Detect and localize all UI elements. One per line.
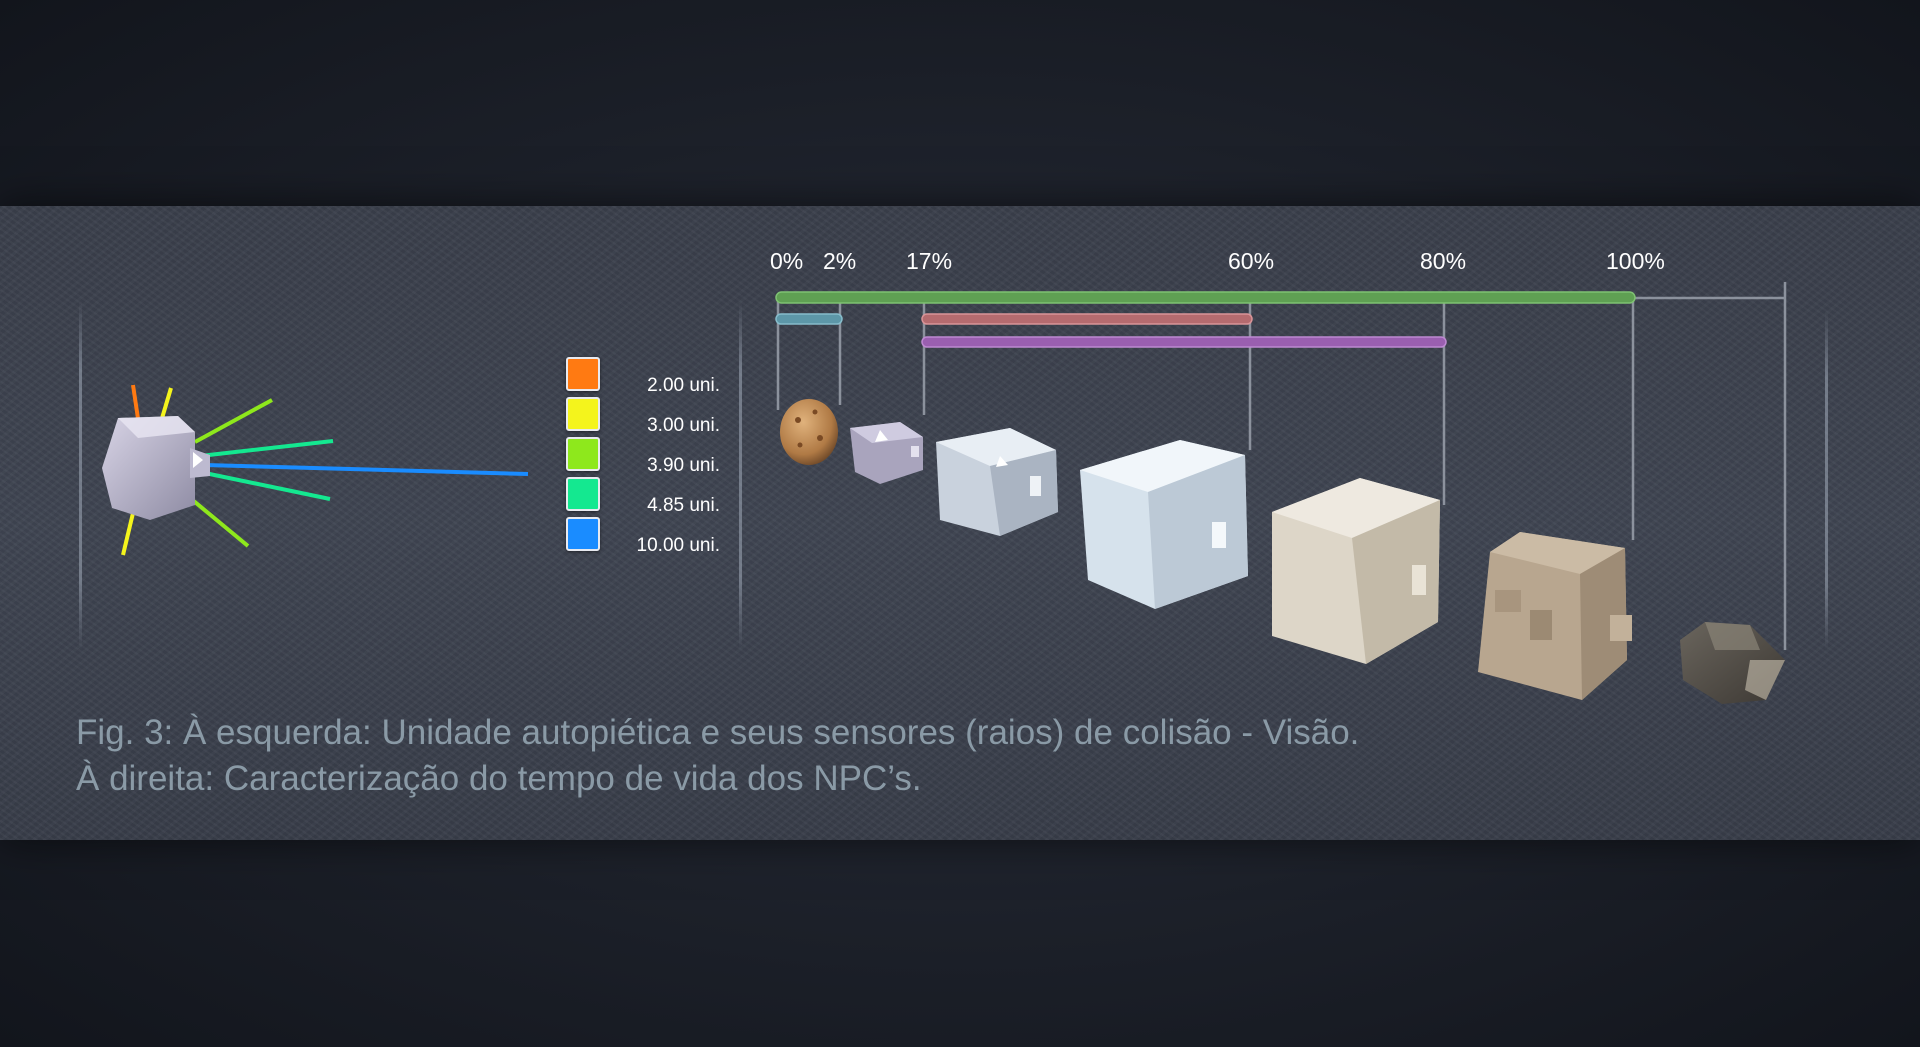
sensor-ray-lime-top: [194, 398, 273, 444]
legend-item-orange: 2.00 uni.: [566, 357, 726, 397]
npc-elder: [1478, 532, 1632, 700]
legend-item-yellow: 3.00 uni.: [566, 397, 726, 437]
tick-label-80: 80%: [1420, 248, 1467, 274]
lifetime-bars: [775, 291, 1636, 348]
legend-label-blue: 10.00 uni.: [636, 535, 720, 556]
right-divider: [1825, 310, 1828, 650]
lifetime-bar-adult: [921, 336, 1447, 348]
npc-adult: [1080, 440, 1248, 609]
left-divider: [79, 300, 82, 650]
middle-divider: [739, 300, 742, 650]
caption-line-2: À direita: Caracterização do tempo de vi…: [76, 759, 922, 798]
npc-egg: [780, 399, 838, 465]
legend-label-green: 4.85 uni.: [647, 495, 720, 516]
lifetime-bar-full: [775, 291, 1636, 304]
figure-caption: Fig. 3: À esquerda: Unidade autopiética …: [76, 710, 1359, 802]
legend-label-orange: 2.00 uni.: [647, 375, 720, 396]
tick-label-17: 17%: [906, 248, 953, 274]
npc-dead-rock: [1680, 622, 1785, 704]
legend-swatch-lime: [566, 437, 600, 471]
legend-swatch-yellow: [566, 397, 600, 431]
tick-label-100: 100%: [1606, 248, 1665, 274]
lifetime-bar-egg: [775, 313, 843, 325]
autopoietic-unit: [102, 416, 210, 520]
sensor-ray-blue: [204, 463, 529, 476]
legend-swatch-green: [566, 477, 600, 511]
legend-item-blue: 10.00 uni.: [566, 517, 726, 557]
sensor-ray-green-bottom: [199, 470, 331, 501]
legend-swatch-orange: [566, 357, 600, 391]
lifetime-bar-young: [921, 313, 1253, 325]
tick-label-2: 2%: [823, 248, 857, 274]
npc-juvenile: [936, 428, 1058, 536]
sensor-ray-green-top: [199, 439, 334, 458]
legend-item-green: 4.85 uni.: [566, 477, 726, 517]
legend-label-yellow: 3.00 uni.: [647, 415, 720, 436]
npc-hatchling: [850, 422, 923, 484]
tick-label-0: 0%: [770, 248, 804, 274]
legend-item-lime: 3.90 uni.: [566, 437, 726, 477]
legend-label-lime: 3.90 uni.: [647, 455, 720, 476]
caption-line-1: Fig. 3: À esquerda: Unidade autopiética …: [76, 713, 1360, 752]
npc-mature: [1272, 478, 1440, 664]
tick-label-60: 60%: [1228, 248, 1275, 274]
legend-swatch-blue: [566, 517, 600, 551]
